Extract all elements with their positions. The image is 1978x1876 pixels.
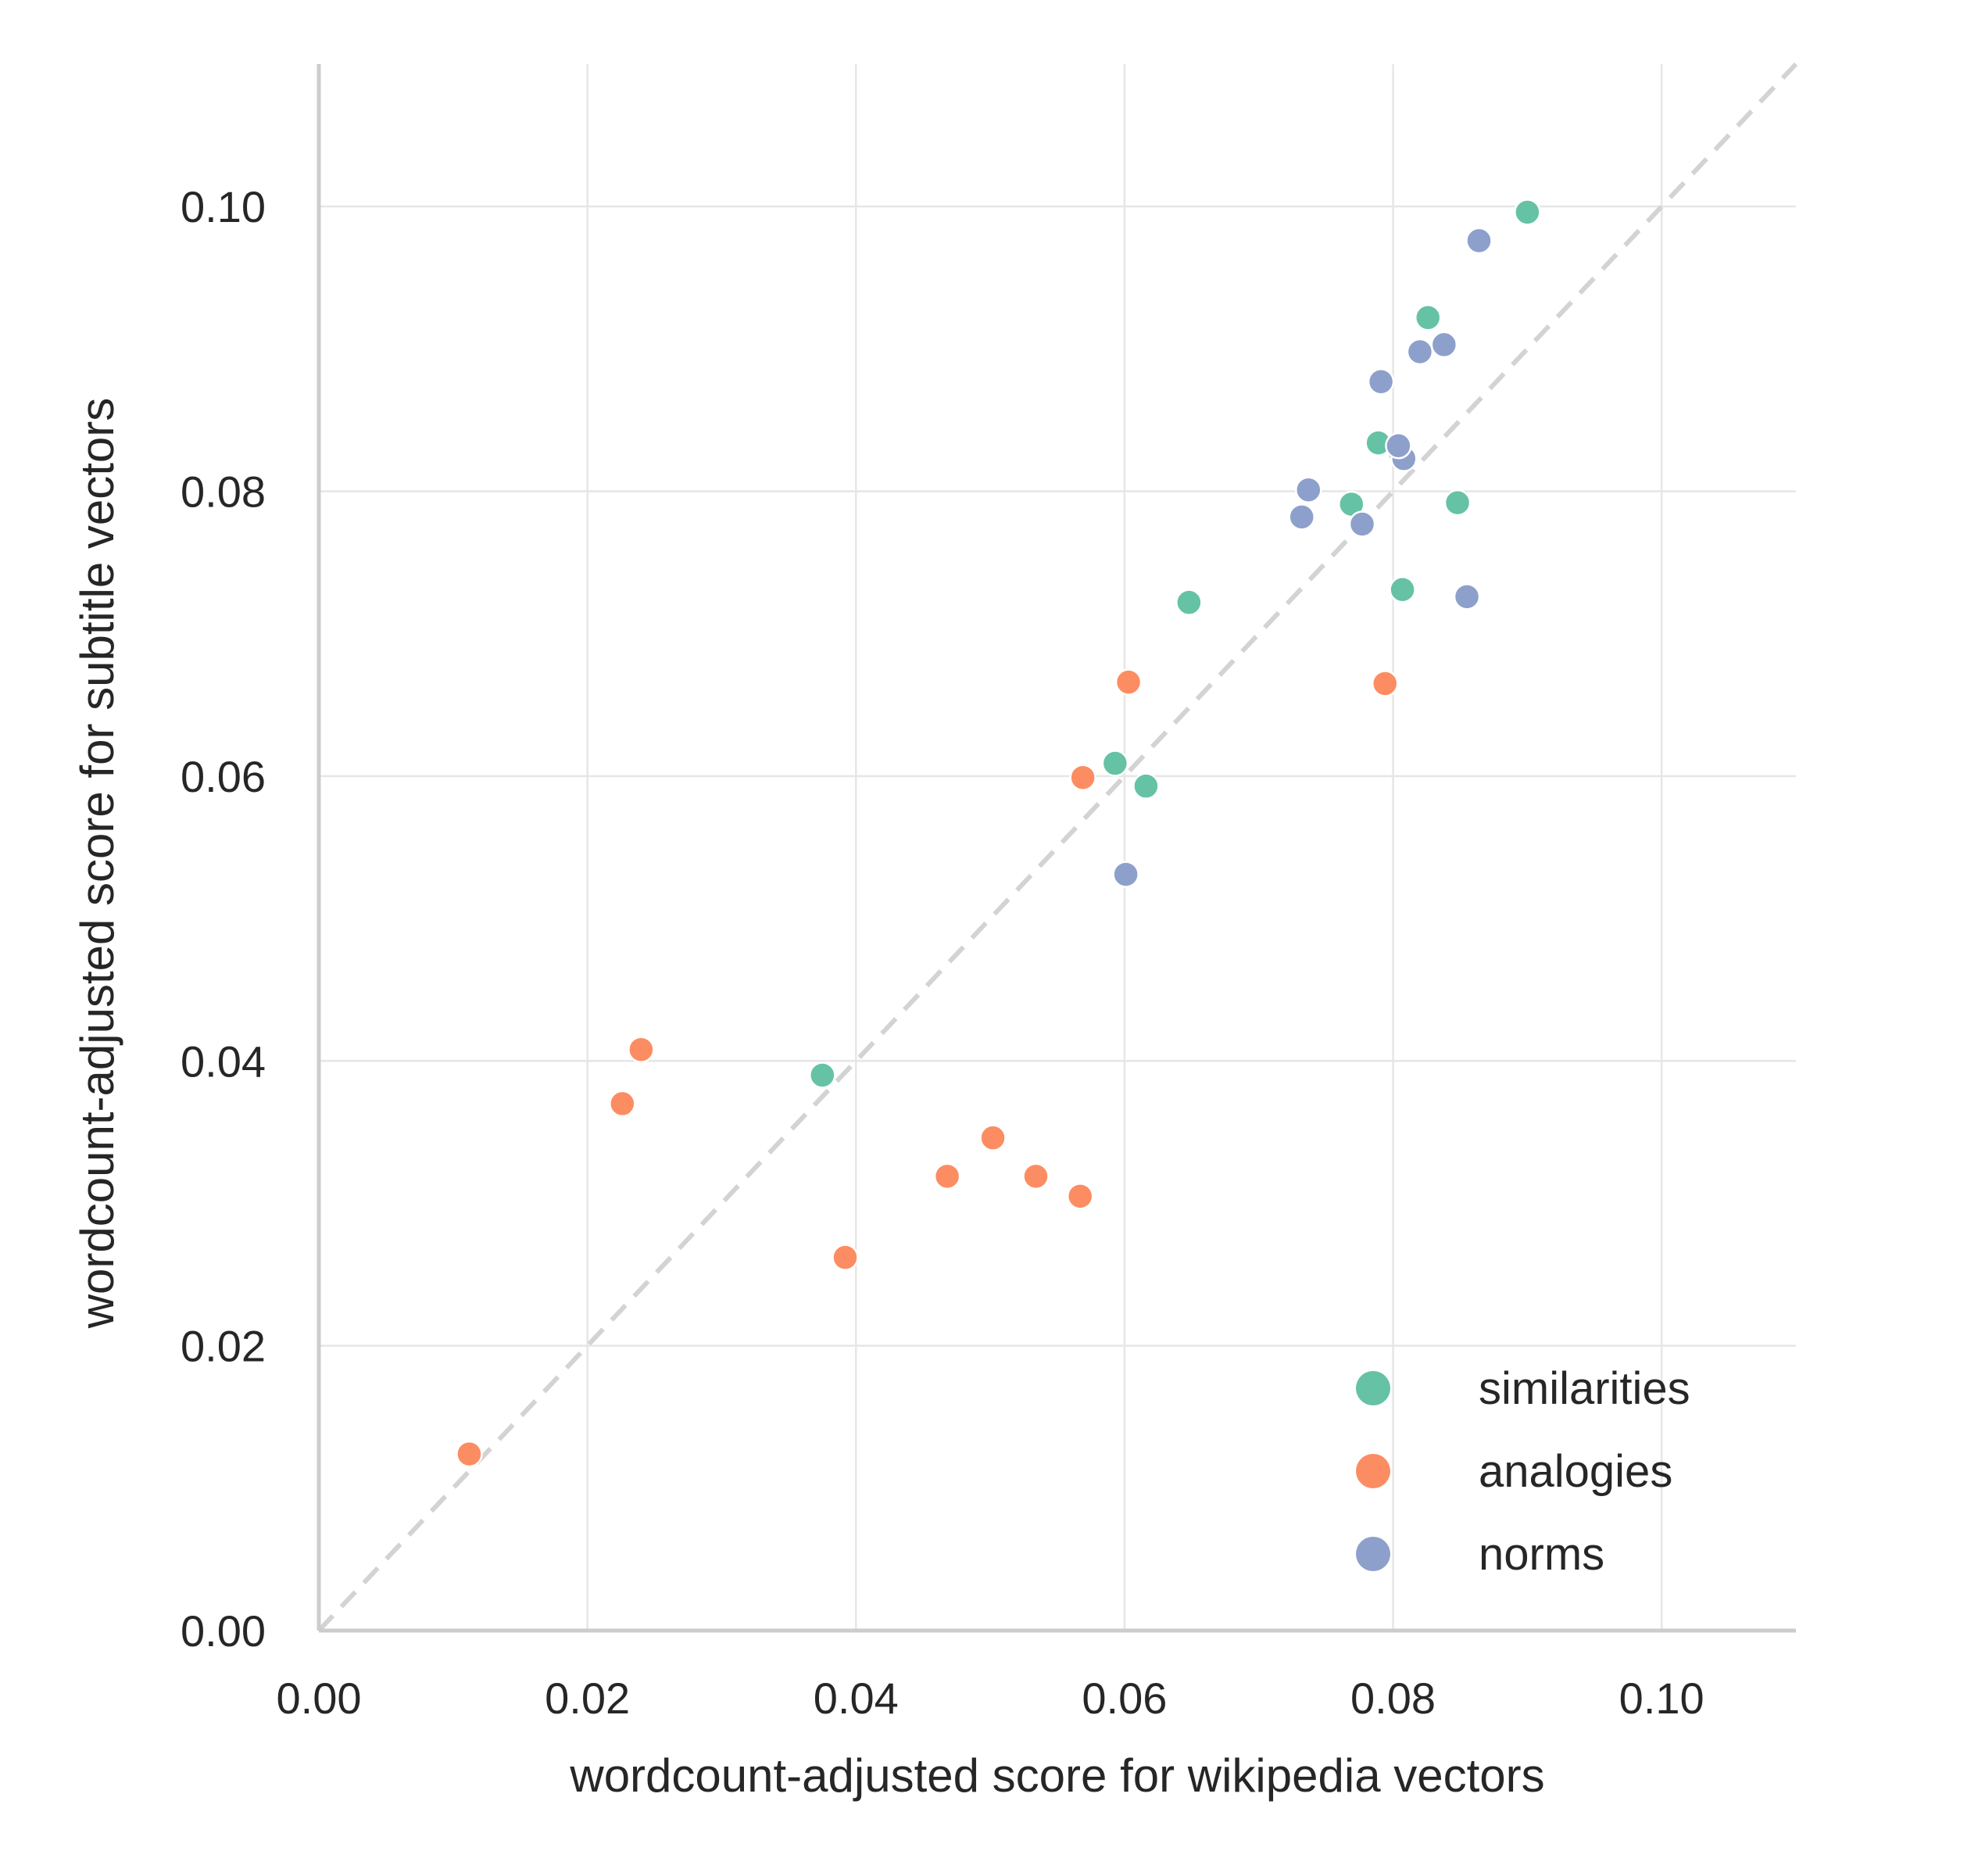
analogies-point — [832, 1244, 859, 1271]
analogies-point — [1371, 670, 1399, 697]
y-tick-labels: 0.00 0.02 0.04 0.06 0.08 0.10 — [181, 182, 266, 1656]
x-tick-label: 0.06 — [1082, 1674, 1167, 1723]
analogies-point — [1066, 1183, 1094, 1210]
x-tick-label: 0.04 — [814, 1674, 899, 1723]
x-tick-labels: 0.00 0.02 0.04 0.06 0.08 0.10 — [277, 1674, 1704, 1723]
norms-point — [1288, 503, 1315, 531]
analogies-legend-marker — [1356, 1454, 1390, 1488]
y-tick-label: 0.04 — [181, 1036, 266, 1086]
similarities-point — [1132, 772, 1160, 800]
similarities-point — [1443, 489, 1472, 517]
norms-point — [1295, 476, 1322, 503]
analogies-point — [933, 1162, 961, 1190]
y-tick-label: 0.10 — [181, 182, 266, 231]
norms-point — [1465, 227, 1493, 255]
norms-point — [1385, 431, 1412, 460]
y-tick-label: 0.08 — [181, 467, 266, 517]
y-axis-label: wordcount-adjusted score for subtitle ve… — [71, 398, 123, 1330]
y-tick-label: 0.02 — [181, 1322, 266, 1371]
analogies-point — [1114, 668, 1143, 696]
y-tick-label: 0.00 — [181, 1606, 266, 1656]
norms-point — [1348, 510, 1376, 538]
norms-legend-label: norms — [1479, 1529, 1604, 1580]
similarities-point — [809, 1062, 836, 1089]
x-tick-label: 0.08 — [1350, 1674, 1436, 1723]
analogies-point — [628, 1036, 655, 1063]
data-points — [456, 199, 1541, 1468]
x-tick-label: 0.10 — [1619, 1674, 1704, 1723]
x-axis-label: wordcount-adjusted score for wikipedia v… — [569, 1749, 1544, 1802]
similarities-point — [1389, 576, 1416, 603]
analogies-point — [1022, 1162, 1050, 1190]
analogies-point — [979, 1124, 1007, 1151]
norms-legend-marker — [1356, 1537, 1390, 1571]
norms-point — [1112, 861, 1139, 888]
analogies-point — [456, 1440, 483, 1468]
norms-point — [1453, 583, 1481, 610]
similarities-legend-label: similarities — [1479, 1363, 1690, 1414]
legend: similarities analogies norms — [1356, 1363, 1690, 1580]
similarities-legend-marker — [1356, 1371, 1390, 1405]
norms-point — [1367, 368, 1395, 396]
analogies-point — [609, 1090, 636, 1118]
similarities-point — [1101, 750, 1129, 777]
x-tick-label: 0.02 — [545, 1674, 630, 1723]
norms-point — [1430, 331, 1458, 359]
axis-spines — [317, 64, 1796, 1633]
y-tick-label: 0.06 — [181, 752, 266, 801]
x-tick-label: 0.00 — [277, 1674, 362, 1723]
norms-point — [1406, 338, 1434, 366]
similarities-point — [1175, 589, 1203, 616]
analogies-legend-label: analogies — [1479, 1446, 1672, 1497]
similarities-point — [1514, 199, 1541, 226]
similarities-point — [1414, 304, 1442, 331]
analogies-point — [1069, 764, 1096, 791]
